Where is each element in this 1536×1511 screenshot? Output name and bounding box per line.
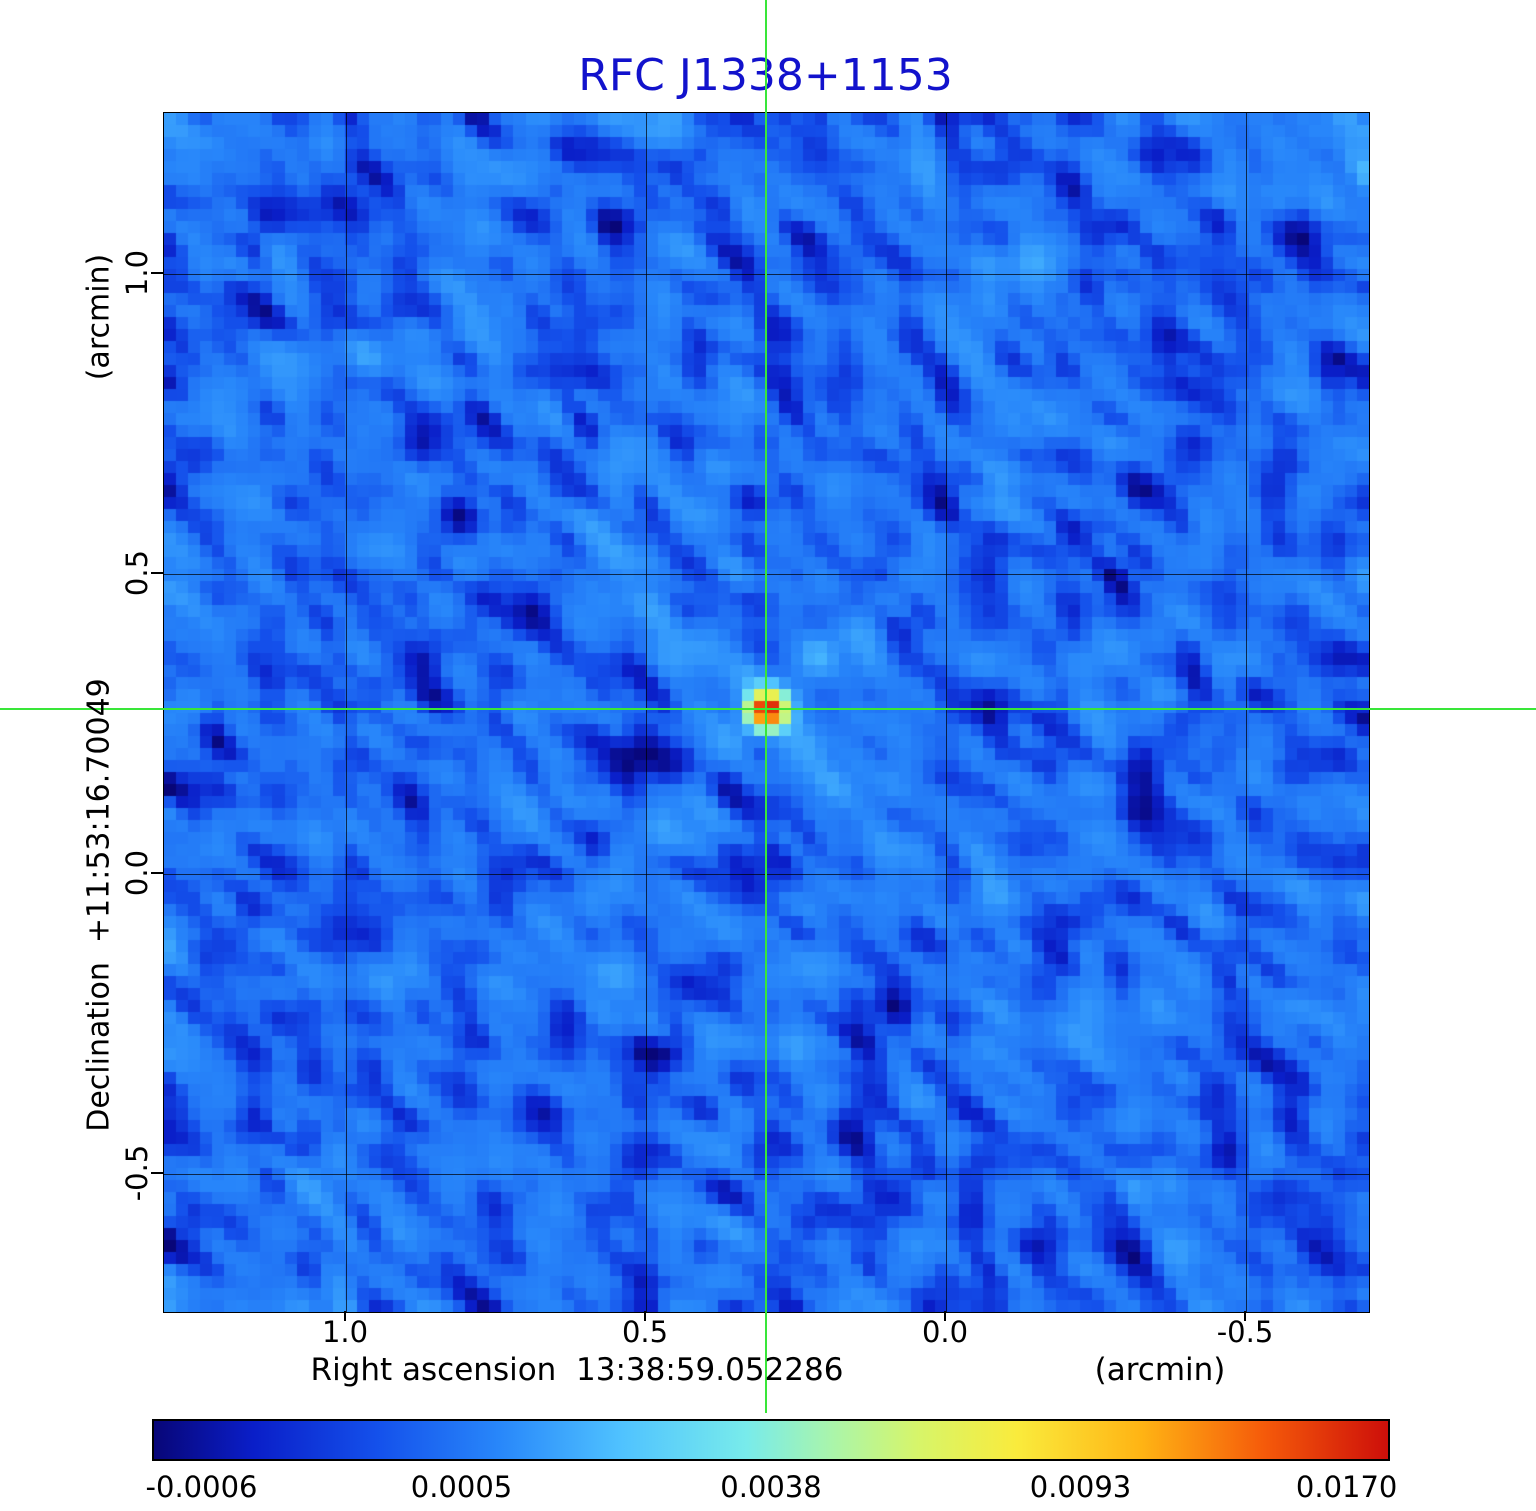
figure-title: RFC J1338+1153: [578, 50, 953, 101]
y-tick-label: -0.5: [120, 1144, 154, 1202]
x-axis-tick-mark: [1244, 1311, 1246, 1321]
y-axis-tick-mark: [151, 272, 163, 274]
crosshair-horizontal-line: [0, 708, 1536, 710]
x-axis-label: Right ascension 13:38:59.052286: [310, 1352, 844, 1388]
colorbar-tick-label: -0.0006: [145, 1470, 258, 1504]
x-axis-tick-mark: [644, 1311, 646, 1321]
y-tick-label: 0.0: [120, 849, 154, 897]
colorbar: [152, 1419, 1390, 1461]
grid-line-vertical: [346, 113, 347, 1312]
grid-line-vertical: [646, 113, 647, 1312]
grid-line-vertical: [1246, 113, 1247, 1312]
colorbar-tick-label: 0.0038: [720, 1470, 822, 1504]
y-axis-tick-mark: [151, 572, 163, 574]
y-tick-label: 0.5: [120, 549, 154, 597]
colorbar-tick-label: 0.0170: [1295, 1470, 1398, 1504]
x-axis-tick-mark: [344, 1311, 346, 1321]
y-axis-label: Declination +11:53:16.70049: [81, 678, 117, 1132]
crosshair-vertical-line: [765, 0, 767, 1413]
x-axis-unit-label: (arcmin): [1094, 1352, 1226, 1388]
colorbar-tick-label: 0.0005: [410, 1470, 513, 1504]
y-axis-tick-mark: [151, 1172, 163, 1174]
grid-line-vertical: [946, 113, 947, 1312]
y-axis-tick-mark: [151, 872, 163, 874]
y-axis-unit-label: (arcmin): [81, 253, 117, 381]
x-axis-tick-mark: [944, 1311, 946, 1321]
y-tick-label: 1.0: [120, 249, 154, 297]
colorbar-tick-label: 0.0093: [1029, 1470, 1132, 1504]
